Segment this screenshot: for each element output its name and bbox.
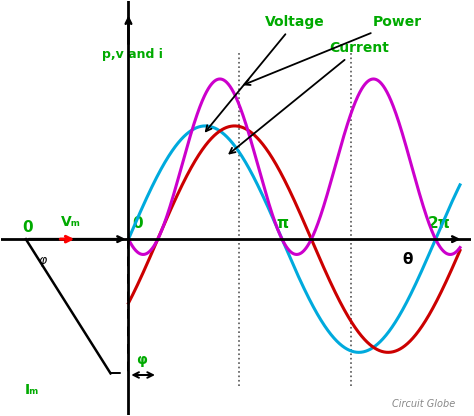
Text: θ: θ <box>402 252 412 267</box>
Text: φ: φ <box>38 254 46 267</box>
Text: 0: 0 <box>22 220 33 235</box>
Text: Current: Current <box>229 41 389 154</box>
Text: 2π: 2π <box>428 216 451 231</box>
Text: Power: Power <box>245 15 422 85</box>
Text: Vₘ: Vₘ <box>61 215 81 228</box>
Text: φ: φ <box>136 353 146 366</box>
Text: p,v and i: p,v and i <box>101 48 163 61</box>
Text: Circuit Globe: Circuit Globe <box>392 399 456 409</box>
Text: π: π <box>276 216 288 231</box>
Text: Voltage: Voltage <box>206 15 325 131</box>
Text: 0: 0 <box>132 216 143 231</box>
Text: Iₘ: Iₘ <box>25 383 39 397</box>
